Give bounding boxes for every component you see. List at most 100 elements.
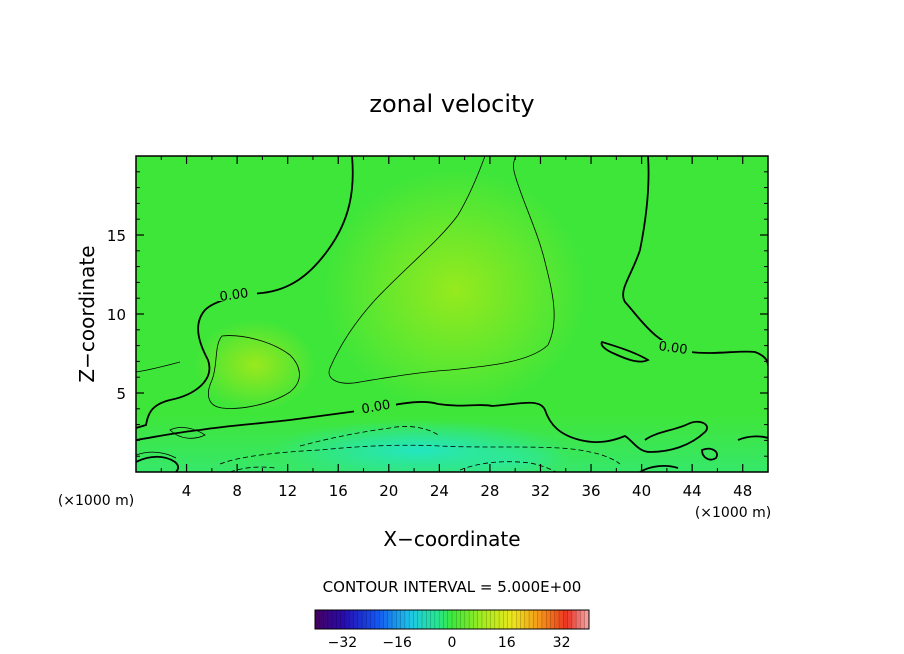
- colorbar-cell: [430, 610, 436, 629]
- x-axis-title: X−coordinate: [383, 527, 520, 551]
- colorbar-cell: [546, 610, 551, 629]
- colorbar-tick-label-3: 16: [498, 635, 516, 651]
- colorbar-cell: [571, 610, 577, 629]
- plot-area: 0.00 0.00 0.00: [136, 156, 768, 472]
- contour-zero-lower: [136, 401, 708, 453]
- colorbar-cell: [529, 610, 534, 629]
- colorbar-cell: [520, 610, 526, 629]
- contour-neg-1: [219, 444, 621, 465]
- colorbar-cell: [396, 610, 402, 629]
- colorbar-cell: [422, 610, 427, 629]
- colorbar-cell: [452, 610, 457, 629]
- colorbar-cell: [434, 610, 440, 629]
- colorbar-tick-label-2: 0: [448, 635, 457, 651]
- x-tick-label-4: 20: [379, 482, 398, 500]
- contour-label-2-group: 0.00: [652, 339, 692, 358]
- colorbar-cell: [340, 610, 346, 629]
- colorbar-cell: [344, 610, 350, 629]
- colorbar-cell: [477, 610, 483, 629]
- colorbar-cell: [507, 610, 513, 629]
- colorbar-cell: [439, 610, 444, 629]
- colorbar-cell: [362, 610, 367, 629]
- x-tick-label-0: 4: [182, 482, 192, 500]
- colorbar-cell: [541, 610, 547, 629]
- colorbar-cell: [511, 610, 517, 629]
- colorbar-cell: [319, 610, 324, 629]
- contour-neg-3: [459, 461, 557, 472]
- colorbar-cell: [456, 610, 461, 629]
- chart-title: zonal velocity: [369, 90, 534, 118]
- positive-contours: [136, 156, 555, 459]
- field-high-central: [325, 170, 585, 410]
- colorbar-cell: [417, 610, 423, 629]
- colorbar-cell: [413, 610, 419, 629]
- x-tick-label-8: 36: [581, 482, 600, 500]
- colorbar-cell: [524, 610, 530, 629]
- colorbar-cell: [494, 610, 500, 629]
- colorbar-cell: [392, 610, 397, 629]
- colorbar-cell: [503, 610, 509, 629]
- colorbar-cell: [464, 610, 470, 629]
- contour-label-1-group: 0.00: [212, 286, 257, 305]
- colorbar-tick-label-4: 32: [553, 635, 571, 651]
- x-tick-label-10: 44: [683, 482, 702, 500]
- colorbar-tick-label-0: −32: [328, 635, 358, 651]
- colorbar-cell: [383, 610, 389, 629]
- contour-zero-right: [622, 156, 768, 367]
- colorbar-cell: [533, 610, 539, 629]
- contour-zero-island-right: [600, 340, 650, 363]
- contour-label-2: 0.00: [658, 339, 689, 358]
- contour-label-3: 0.00: [361, 398, 392, 418]
- contour-zero-upper-left: [136, 156, 354, 429]
- contour-pos-left: [136, 335, 300, 409]
- colorbar-cell: [366, 610, 372, 629]
- colorbar-cell: [349, 610, 354, 629]
- x-tick-label-3: 16: [329, 482, 348, 500]
- colorbar-cell: [400, 610, 406, 629]
- y-tick-label-1: 10: [107, 306, 126, 324]
- colorbar-cell: [370, 610, 376, 629]
- colorbar-ticks: −32 −16 0 16 32: [328, 635, 571, 651]
- x-unit-right: (×1000 m): [695, 505, 771, 521]
- colorbar-cell: [332, 610, 337, 629]
- colorbar-cell: [563, 610, 568, 629]
- colorbar-cell: [559, 610, 564, 629]
- contour-label-3-group: 0.00: [354, 398, 396, 418]
- colorbar-cell: [357, 610, 363, 629]
- colorbar-cell: [550, 610, 556, 629]
- contour-zero-bottom-right: [639, 435, 768, 472]
- colorbar-cell: [327, 610, 333, 629]
- x-tick-label-11: 48: [733, 482, 752, 500]
- y-axis-title: Z−coordinate: [75, 245, 99, 382]
- x-tick-label-1: 8: [232, 482, 242, 500]
- contour-pos-central: [328, 156, 555, 384]
- colorbar-cell: [486, 610, 491, 629]
- zero-contours: [136, 156, 768, 472]
- colorbar-cell: [490, 610, 496, 629]
- colorbar-cell: [426, 610, 431, 629]
- colorbar-cell: [473, 610, 479, 629]
- y-tick-label-2: 15: [107, 227, 126, 245]
- colorbar-cell: [554, 610, 560, 629]
- colorbar-cell: [404, 610, 410, 629]
- colorbar-cell: [576, 610, 581, 629]
- colorbar-cell: [516, 610, 521, 629]
- colorbar: [314, 609, 590, 630]
- colorbar-cell: [460, 610, 466, 629]
- x-tick-label-7: 32: [531, 482, 550, 500]
- colorbar-cell: [353, 610, 359, 629]
- contour-label-1: 0.00: [219, 286, 250, 305]
- colorbar-cell: [584, 610, 590, 629]
- x-tick-label-2: 12: [278, 482, 297, 500]
- colorbar-cell: [387, 610, 393, 629]
- colorbar-cell: [447, 610, 453, 629]
- negative-contours: [219, 426, 621, 472]
- y-axis-ticks: 5 10 15: [107, 171, 768, 457]
- x-tick-label-5: 24: [430, 482, 449, 500]
- x-axis-ticks: 4 8 12 16 20 24 28 32 36 40 44 48: [160, 156, 752, 500]
- colorbar-cell: [499, 610, 504, 629]
- contour-zero-bottom-left: [136, 455, 180, 472]
- colorbar-cell: [481, 610, 487, 629]
- colorbar-cell: [336, 610, 342, 629]
